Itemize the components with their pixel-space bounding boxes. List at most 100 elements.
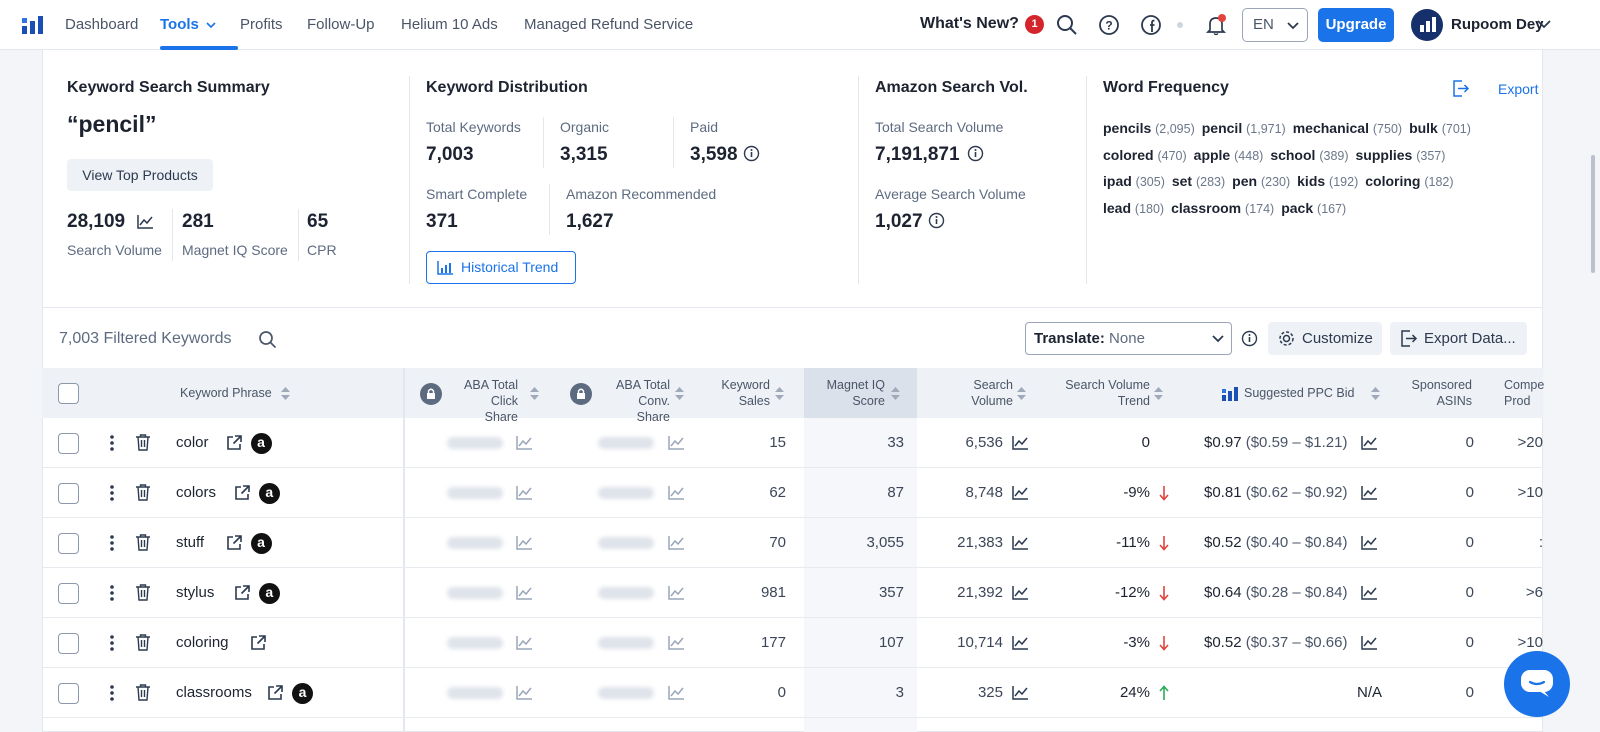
trash-icon[interactable] [135,534,151,551]
info-icon[interactable] [1241,330,1258,347]
trash-icon[interactable] [135,684,151,701]
lock-icon[interactable] [420,383,442,405]
upgrade-button[interactable]: Upgrade [1318,8,1394,42]
lock-icon[interactable] [570,383,592,405]
word-freq-word[interactable]: set [1171,173,1193,189]
keyword-phrase[interactable]: color [176,434,209,451]
external-link-icon[interactable] [234,584,251,601]
chart-icon[interactable] [668,485,685,500]
sort-icon[interactable] [281,387,290,400]
info-icon[interactable] [743,145,760,162]
word-freq-word[interactable]: supplies [1355,147,1413,163]
word-freq-word[interactable]: coloring [1365,173,1421,189]
trash-icon[interactable] [135,484,151,501]
amazon-icon[interactable]: a [258,483,280,504]
word-freq-word[interactable]: apple [1193,147,1231,163]
chart-icon[interactable] [516,535,533,550]
keyword-phrase[interactable]: coloring [176,634,229,651]
chart-icon[interactable] [1361,635,1378,650]
export-link[interactable]: Export [1498,81,1539,97]
word-freq-word[interactable]: colored [1103,147,1154,163]
nav-helium10-ads[interactable]: Helium 10 Ads [401,16,498,33]
row-checkbox[interactable] [58,433,79,454]
th-competing-products[interactable]: Compe Prod [1504,377,1544,409]
kebab-menu-icon[interactable] [110,585,114,601]
select-all-checkbox[interactable] [58,383,79,404]
chart-icon[interactable] [668,435,685,450]
chart-icon[interactable] [516,485,533,500]
row-checkbox[interactable] [58,533,79,554]
chart-icon[interactable] [137,214,154,229]
user-name[interactable]: Rupoom Dey [1451,16,1544,33]
keyword-phrase[interactable]: stuff [176,534,205,551]
sort-icon[interactable] [675,387,684,400]
th-search-volume[interactable]: Search Volume [955,377,1013,409]
chart-icon[interactable] [668,685,685,700]
external-link-icon[interactable] [250,634,267,651]
chart-icon[interactable] [1361,485,1378,500]
word-freq-word[interactable]: mechanical [1292,120,1369,136]
bell-icon[interactable] [1205,14,1227,36]
row-checkbox[interactable] [58,683,79,704]
export-icon[interactable] [1451,79,1470,98]
whats-new-link[interactable]: What's New? [920,15,1019,32]
nav-follow-up[interactable]: Follow-Up [307,16,375,33]
th-aba-click-share[interactable]: ABA Total Click Share [458,377,518,425]
sort-icon[interactable] [891,387,900,400]
amazon-icon[interactable]: a [258,583,280,604]
word-freq-word[interactable]: ipad [1103,173,1132,189]
chart-icon[interactable] [1012,535,1029,550]
helium10-logo-icon[interactable] [22,14,44,36]
th-suggested-ppc-bid[interactable]: Suggested PPC Bid [1244,386,1355,400]
amazon-icon[interactable]: a [250,433,272,454]
word-freq-word[interactable]: bulk [1409,120,1438,136]
chat-widget-button[interactable] [1504,651,1570,717]
trash-icon[interactable] [135,584,151,601]
search-icon[interactable] [1056,14,1078,36]
chart-icon[interactable] [1012,585,1029,600]
word-freq-word[interactable]: pack [1281,200,1314,216]
row-checkbox[interactable] [58,583,79,604]
search-icon[interactable] [258,330,277,349]
chart-icon[interactable] [516,585,533,600]
frozen-column-divider[interactable] [403,368,405,732]
word-freq-word[interactable]: pencils [1103,120,1152,136]
help-icon[interactable]: ? [1098,14,1120,36]
keyword-phrase[interactable]: stylus [176,584,215,601]
th-sponsored-asins[interactable]: Sponsored ASINs [1410,377,1472,409]
nav-tools[interactable]: Tools [160,16,216,33]
row-checkbox[interactable] [58,483,79,504]
word-freq-word[interactable]: classroom [1171,200,1242,216]
chart-icon[interactable] [516,685,533,700]
th-keyword-phrase[interactable]: Keyword Phrase [180,386,272,400]
kebab-menu-icon[interactable] [110,685,114,701]
external-link-icon[interactable] [226,534,243,551]
chart-icon[interactable] [1012,685,1029,700]
avatar[interactable] [1411,9,1443,41]
external-link-icon[interactable] [234,484,251,501]
nav-managed-refund[interactable]: Managed Refund Service [524,16,694,33]
chart-icon[interactable] [668,635,685,650]
trash-icon[interactable] [135,434,151,451]
translate-select[interactable]: Translate: None [1025,322,1232,355]
customize-button[interactable]: Customize [1268,322,1382,355]
info-icon[interactable] [928,212,945,229]
word-freq-word[interactable]: pencil [1201,120,1243,136]
row-checkbox[interactable] [58,633,79,654]
trash-icon[interactable] [135,634,151,651]
kebab-menu-icon[interactable] [110,535,114,551]
facebook-icon[interactable] [1140,14,1162,36]
kebab-menu-icon[interactable] [110,435,114,451]
sort-icon[interactable] [1017,387,1026,400]
word-freq-word[interactable]: kids [1297,173,1326,189]
kebab-menu-icon[interactable] [110,635,114,651]
view-top-products-button[interactable]: View Top Products [67,159,213,191]
info-icon[interactable] [967,145,984,162]
sort-icon[interactable] [775,387,784,400]
chevron-down-icon[interactable] [1537,19,1551,29]
language-select[interactable]: EN [1242,8,1308,42]
export-data-button[interactable]: Export Data... [1390,322,1527,355]
chart-icon[interactable] [516,635,533,650]
chart-icon[interactable] [1012,635,1029,650]
word-freq-word[interactable]: school [1270,147,1316,163]
